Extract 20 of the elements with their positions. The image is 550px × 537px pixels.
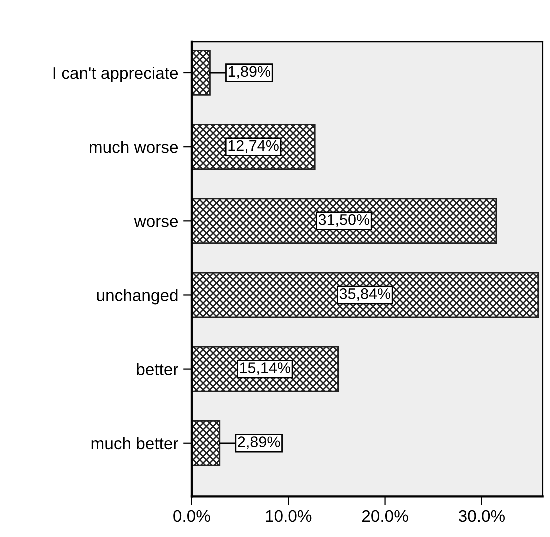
bar [192, 50, 211, 96]
x-tick-label: 30.0% [458, 510, 505, 522]
y-tick-label: better [137, 363, 178, 376]
data-label: 31,50% [318, 214, 370, 228]
data-label: 15,14% [240, 362, 290, 376]
x-tick-label: 20.0% [362, 510, 408, 522]
y-tick-label: unchanged [97, 289, 178, 305]
data-label: 1,89% [228, 66, 271, 79]
y-tick-label: I can't appreciate [54, 66, 178, 82]
data-label: 2,89% [238, 436, 280, 450]
x-tick-label: 0.0% [174, 510, 210, 522]
bar [192, 198, 498, 244]
y-tick-label: worse [134, 218, 178, 228]
y-tick-label: much better [92, 437, 178, 450]
bar [192, 420, 221, 466]
x-tick-label: 10.0% [266, 510, 312, 522]
data-label: 35,84% [340, 288, 391, 302]
bar [192, 272, 540, 318]
data-label: 12,74% [228, 140, 279, 153]
y-tick-label: much worse [90, 141, 178, 154]
